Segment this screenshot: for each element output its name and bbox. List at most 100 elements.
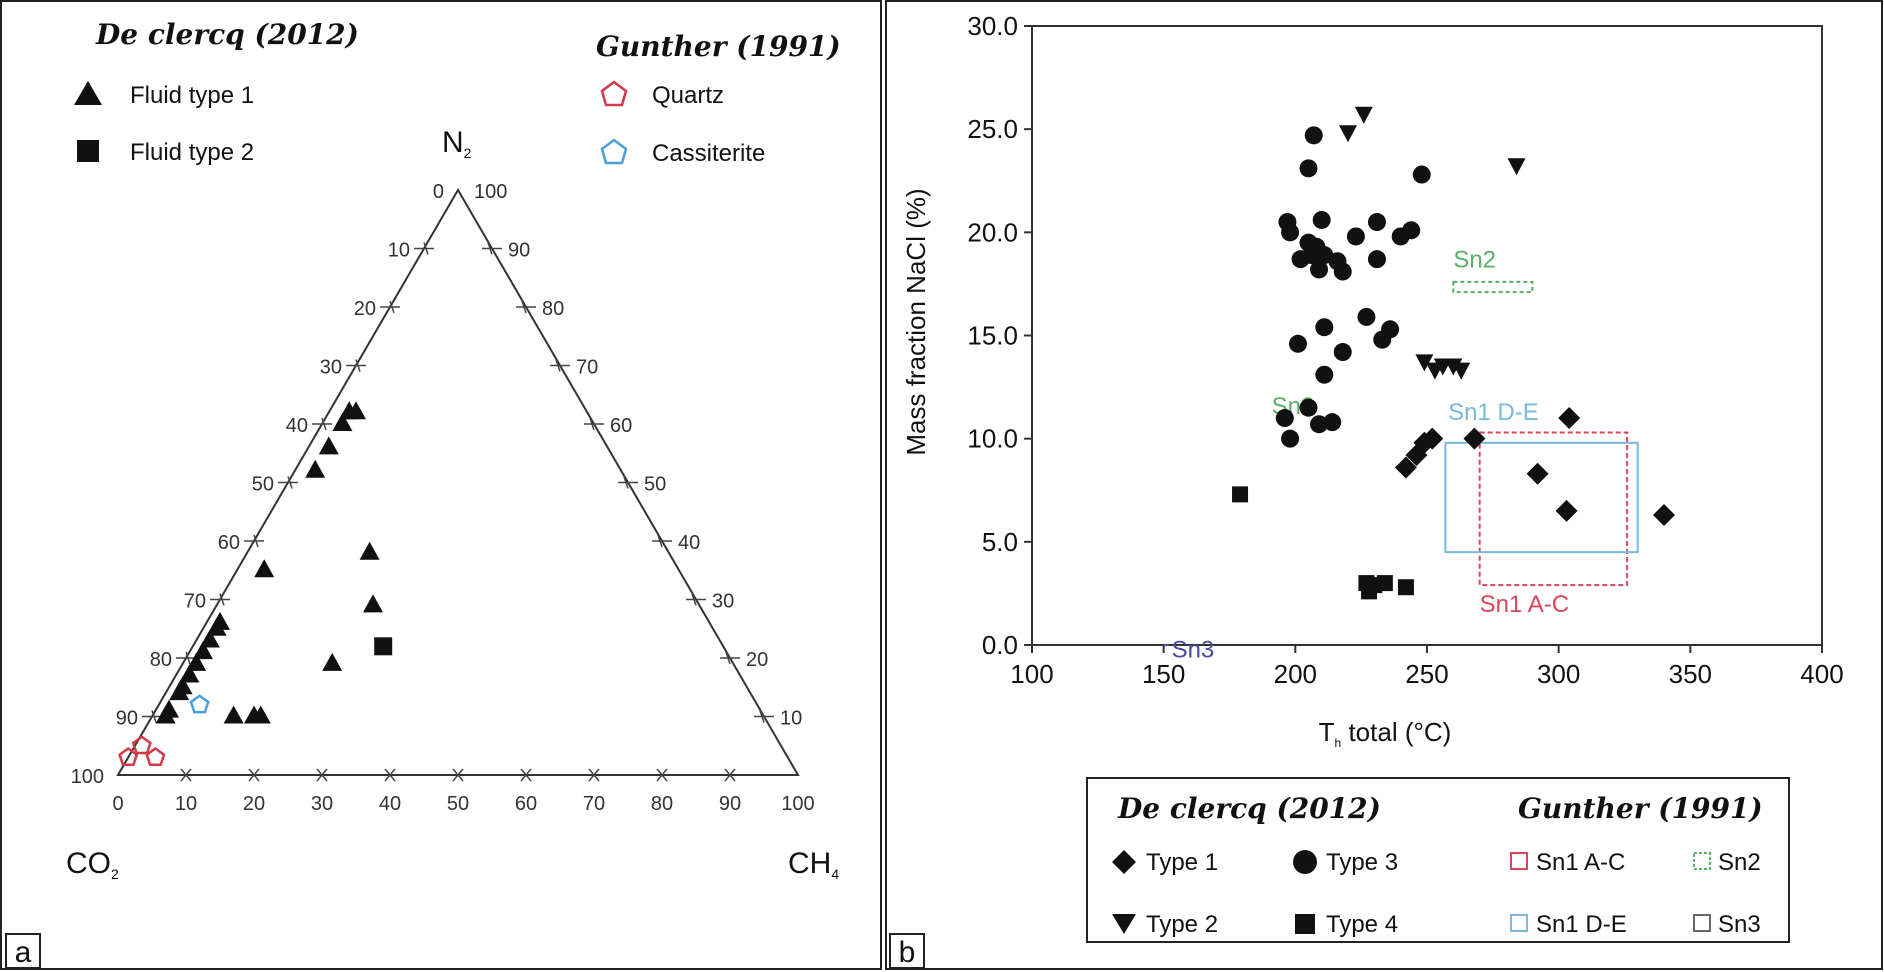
point-type4 (1397, 579, 1414, 596)
point-type3 (1402, 221, 1421, 240)
legend-a-item-2: Fluid type 2 (130, 139, 254, 166)
point-type1 (1653, 504, 1675, 527)
ternary-bottom-tick-label: 60 (515, 793, 537, 815)
point-type3 (1346, 227, 1365, 246)
legend-a-item-3: Quartz (652, 82, 724, 109)
point-type3 (1275, 409, 1294, 428)
legend-b-right-title: Gunther (1991) (1518, 792, 1763, 825)
ternary-bottom-tick (724, 768, 736, 782)
region-sn2 (1452, 280, 1534, 294)
legend-b-sn1ac-marker (1510, 852, 1528, 870)
point-type3 (1281, 429, 1300, 448)
point-type1 (1555, 499, 1578, 522)
point-type3 (1373, 330, 1392, 349)
legend-a-left-title: De clercq (2012) (95, 18, 359, 51)
legend-b-item-type1: Type 1 (1146, 849, 1218, 876)
ternary-left-tick (210, 593, 230, 606)
panel-b-frame (885, 0, 1883, 970)
ternary-bottom-tick-label: 80 (651, 793, 673, 815)
ternary-right-tick-label: 10 (780, 708, 802, 730)
ternary-bottom-tick (452, 768, 464, 782)
point-type3 (1357, 307, 1376, 326)
ternary-right-tick-label: 20 (746, 649, 768, 671)
ternary-right-tick (618, 476, 638, 489)
ternary-bottom-tick-label: 20 (243, 793, 265, 815)
vertex-co2-label: CO2 (66, 847, 119, 882)
legend-b-item-type2: Type 2 (1146, 911, 1218, 938)
x-tick-label: 250 (1405, 659, 1448, 689)
ternary-bottom-tick (180, 768, 192, 782)
ternary-right-tick-label: 50 (644, 474, 666, 496)
point-type1 (1394, 456, 1417, 479)
point-type3 (1333, 262, 1352, 281)
ternary-left-tick (312, 417, 332, 431)
ternary-left-tick-label: 0 (433, 181, 444, 203)
panel-a-label: a (15, 936, 32, 969)
legend-b-item-sn1ac: Sn1 A-C (1536, 849, 1625, 876)
ternary-left-tick-label: 10 (388, 240, 410, 262)
ternary-point-type1 (332, 413, 353, 431)
point-type4 (1358, 575, 1375, 592)
ternary-point-type1 (318, 436, 339, 455)
ternary-bottom-tick (656, 768, 668, 782)
point-type3 (1299, 159, 1318, 178)
ternary-bottom-tick (316, 768, 328, 782)
panel-a-frame (0, 0, 882, 970)
plot-area-frame (1031, 25, 1823, 646)
y-tick-label: 5.0 (982, 527, 1018, 557)
point-type2 (1339, 125, 1357, 143)
ternary-point-type1 (254, 559, 275, 578)
legend-a-right-title: Gunther (1991) (596, 30, 841, 63)
ternary-right-tick-label: 60 (610, 415, 632, 437)
ternary-point-type2 (374, 637, 393, 656)
vertex-ch4-label: CH4 (788, 847, 839, 882)
legend-b-tri-down-marker (1112, 914, 1136, 934)
point-type3 (1367, 250, 1386, 269)
panel-b-label: b (899, 936, 916, 969)
ternary-right-tick-label: 30 (712, 591, 734, 613)
legend-a-triangle-marker (74, 81, 102, 105)
ternary-point-type1 (155, 705, 176, 724)
ternary-left-tick (380, 300, 400, 314)
ternary-bottom-tick-label: 40 (379, 793, 401, 815)
ternary-point-type1 (223, 705, 244, 724)
ternary-point-type1 (359, 541, 380, 560)
point-type2 (1415, 354, 1434, 372)
point-type4 (1376, 575, 1393, 592)
point-type2 (1507, 158, 1526, 176)
vertex-n2-label: N2 (442, 126, 472, 161)
point-type3 (1288, 334, 1307, 353)
point-type4 (1232, 486, 1249, 503)
ternary-bottom-tick-label: 0 (112, 793, 123, 815)
ternary-point-type1 (346, 401, 366, 420)
point-type3 (1323, 413, 1342, 432)
x-tick-label: 350 (1669, 659, 1712, 689)
legend-a-quartz-marker (600, 80, 628, 107)
ternary-bottom-tick-label: 50 (447, 793, 469, 815)
legend-a-square-marker (77, 140, 99, 162)
y-tick-label: 20.0 (967, 217, 1018, 247)
ternary-triangle (116, 188, 800, 776)
ternary-point-type1 (250, 705, 271, 724)
point-type3 (1315, 318, 1334, 337)
ternary-left-tick-label: 70 (184, 591, 206, 613)
ternary-point-type1 (169, 682, 190, 701)
legend-b-item-sn1de: Sn1 D-E (1536, 911, 1627, 938)
ternary-left-tick-label: 90 (116, 708, 138, 730)
point-type3 (1302, 246, 1321, 265)
ternary-bottom-tick (520, 768, 532, 782)
ternary-bottom-tick-label: 30 (311, 793, 333, 815)
region-label-sn2: Sn2 (1453, 246, 1496, 273)
ternary-left-tick-label: 80 (150, 649, 172, 671)
ternary-left-tick-label: 20 (354, 298, 376, 320)
ternary-right-tick (754, 710, 774, 723)
ternary-point-type1 (363, 594, 383, 613)
ternary-right-tick (516, 300, 536, 314)
legend-a-cassiterite-marker (600, 138, 628, 165)
region-label-sn1ac: Sn1 A-C (1480, 591, 1569, 618)
point-type1 (1421, 427, 1444, 450)
point-type3 (1299, 398, 1318, 417)
point-type3 (1412, 165, 1431, 184)
ternary-point-type1 (206, 617, 227, 636)
